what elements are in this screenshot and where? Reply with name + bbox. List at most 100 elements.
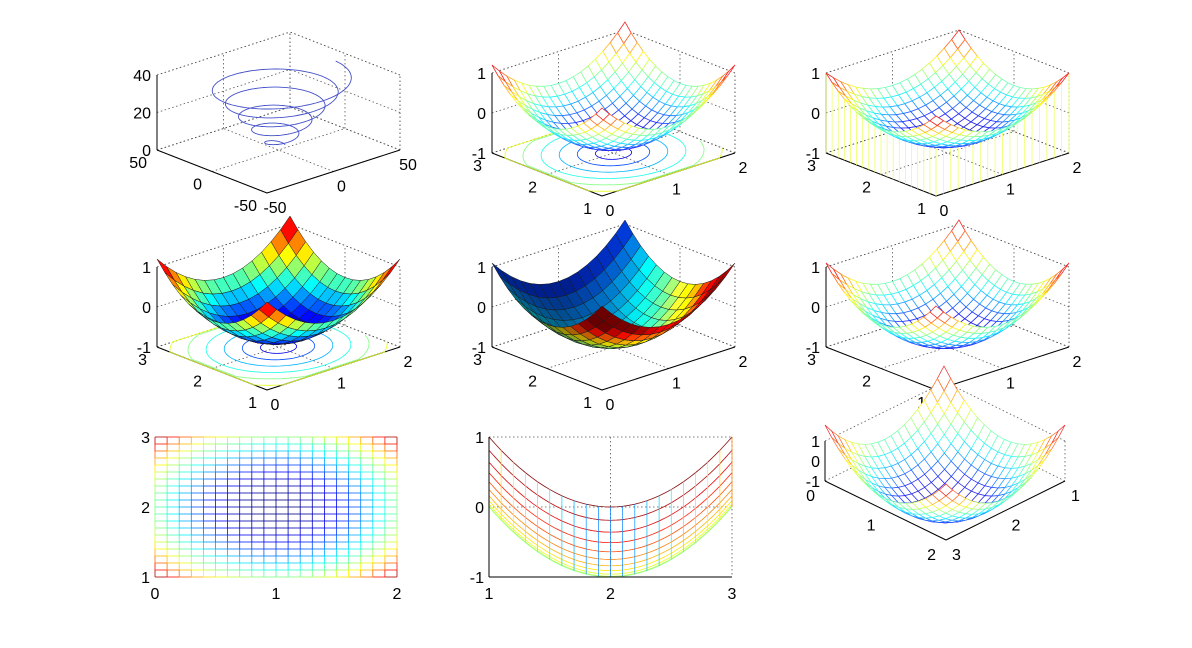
mesh-patch (595, 107, 610, 121)
tick-label: 0 (337, 179, 346, 196)
tick-label: 1 (811, 66, 820, 83)
tick-label: 50 (129, 155, 147, 172)
tick-label: 2 (404, 354, 413, 371)
tick-label: 2 (528, 374, 537, 391)
tick-label: 3 (807, 352, 816, 369)
tick-label: 0 (477, 300, 486, 317)
tick-label: 2 (528, 180, 537, 197)
tick-label: 0 (606, 397, 615, 414)
tick-label: 3 (473, 158, 482, 175)
tick-label: 1 (141, 570, 150, 587)
tick-label: 2 (862, 180, 871, 197)
tick-label: 2 (193, 374, 202, 391)
subplot-mesh-side-view: 1 2 3 -1 0 1 (470, 430, 737, 603)
y-axis (156, 149, 268, 194)
tick-label: 3 (138, 352, 147, 369)
surface-patch (258, 301, 277, 318)
mesh-patch (929, 305, 944, 319)
tick-label: 3 (473, 352, 482, 369)
tick-label: -50 (234, 198, 257, 215)
y-axis (491, 346, 603, 391)
tick-label: 1 (583, 201, 592, 218)
tick-label: 0 (271, 397, 280, 414)
tick-label: 0 (811, 454, 820, 471)
tick-label: 0 (193, 177, 202, 194)
tick-label: 2 (862, 374, 871, 391)
tick-label: 2 (739, 354, 748, 371)
tick-label: 50 (399, 157, 417, 174)
tick-label: 0 (151, 586, 160, 603)
tick-label: 1 (583, 395, 592, 412)
tick-label: 1 (811, 434, 820, 451)
grid-line (156, 69, 291, 113)
helix-line (211, 60, 352, 146)
grid-line (156, 223, 291, 268)
tick-label: -1 (137, 340, 151, 357)
tick-label: 0 (811, 300, 820, 317)
surface-patch (593, 305, 612, 322)
tick-label: 2 (1073, 354, 1082, 371)
grid-line (825, 223, 960, 268)
tick-label: -50 (263, 200, 286, 217)
tick-label: 0 (940, 203, 949, 220)
grid-line (211, 128, 346, 172)
x-axis (266, 149, 401, 194)
mesh-patch (929, 115, 945, 126)
tick-label: 1 (1071, 488, 1080, 505)
tick-label: 3 (807, 158, 816, 175)
tick-label: 1 (1006, 182, 1015, 199)
tick-label: 20 (133, 106, 151, 123)
tick-label: 1 (485, 586, 494, 603)
tick-label: 0 (806, 488, 815, 505)
tick-label: 0 (811, 106, 820, 123)
tick-label: 0 (606, 203, 615, 220)
subplot-mesh-rotated: 012 321-101 (806, 365, 1080, 564)
x-axis (824, 480, 947, 541)
tick-label: 0 (477, 106, 486, 123)
tick-label: 1 (477, 66, 486, 83)
tick-label: 3 (141, 430, 150, 447)
tick-label: 1 (337, 376, 346, 393)
tick-label: -1 (806, 474, 820, 491)
grid-line (156, 106, 291, 151)
tick-label: 2 (927, 547, 936, 564)
tick-label: -1 (472, 146, 486, 163)
tick-label: 2 (739, 160, 748, 177)
tick-label: 0 (142, 143, 151, 160)
tick-label: 1 (477, 260, 486, 277)
tick-label: 1 (272, 586, 281, 603)
grid-line (491, 223, 626, 268)
tick-label: 2 (393, 586, 402, 603)
tick-label: 2 (1012, 518, 1021, 535)
tick-label: 40 (133, 68, 151, 85)
tick-label: 0 (142, 300, 151, 317)
y-axis (945, 480, 1066, 541)
tick-label: 1 (867, 518, 876, 535)
tick-label: 2 (1073, 160, 1082, 177)
grid-line (156, 31, 291, 76)
grid-line (825, 29, 960, 74)
tick-label: -1 (470, 570, 484, 587)
tick-label: 1 (672, 376, 681, 393)
tick-label: 1 (475, 430, 484, 447)
x-axis (601, 346, 736, 391)
tick-label: 1 (672, 182, 681, 199)
tick-label: 1 (811, 260, 820, 277)
tick-label: 1 (1006, 376, 1015, 393)
tick-label: 1 (917, 201, 926, 218)
tick-label: 1 (142, 260, 151, 277)
tick-label: 2 (141, 500, 150, 517)
y-axis (825, 346, 937, 391)
grid-line (491, 29, 626, 74)
tick-label: -1 (472, 340, 486, 357)
tick-label: -1 (806, 146, 820, 163)
tick-label: 3 (728, 586, 737, 603)
tick-label: 2 (606, 586, 615, 603)
